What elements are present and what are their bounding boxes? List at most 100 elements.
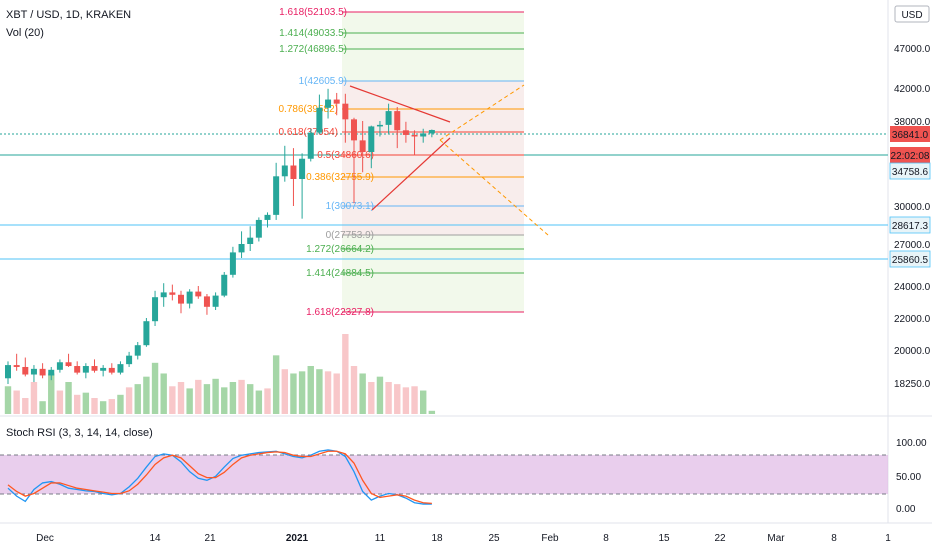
fib-label: 1(42605.9): [299, 76, 347, 87]
candle-body: [74, 366, 81, 373]
projection-down: [439, 139, 549, 236]
price-tick-label: 22000.0: [894, 314, 931, 325]
fib-label: 1.618(52103.5): [279, 7, 347, 18]
projection-up: [439, 84, 525, 141]
price-tag-box: [889, 162, 931, 180]
volume-bars: [4, 334, 436, 414]
candle-body: [143, 321, 150, 346]
time-tick-label: 15: [658, 533, 670, 544]
candle-body: [351, 119, 357, 141]
time-tick-label: 2021: [286, 533, 309, 544]
volume-bar: [394, 384, 401, 414]
candle-body: [82, 366, 89, 373]
volume-bar: [151, 362, 159, 414]
price-tick-label: 38000.0: [894, 117, 931, 128]
candle-body: [307, 132, 314, 159]
price-tick-label: 20000.0: [894, 346, 931, 357]
symbol-title: XBT / USD, 1D, KRAKEN: [6, 9, 131, 21]
candle-body: [229, 252, 236, 275]
time-tick-label: Dec: [36, 533, 54, 544]
candle-body: [152, 297, 159, 322]
volume-bar: [13, 390, 20, 414]
time-tick-label: 22: [714, 533, 726, 544]
volume-bar: [411, 386, 418, 414]
stoch-k-line: [7, 449, 432, 505]
price-tag-box: [890, 126, 930, 142]
volume-bar: [428, 410, 436, 414]
volume-bar: [298, 371, 306, 414]
time-tick-label: 21: [204, 533, 216, 544]
time-tick-label: 11: [375, 533, 386, 544]
triangle-lower-line: [371, 137, 451, 211]
volume-bar: [39, 401, 46, 414]
candle-body: [342, 103, 349, 120]
price-tag-label: 25860.5: [892, 255, 929, 266]
stoch-tick-label: 0.00: [896, 504, 916, 515]
fib-label: 0.786(39582): [279, 104, 339, 115]
currency-label[interactable]: USD: [901, 10, 922, 21]
price-tick-label: 30000.0: [894, 202, 931, 213]
price-tag-box: [889, 250, 931, 268]
candle-body: [255, 219, 262, 238]
candle-body: [281, 165, 288, 177]
volume-bar: [65, 382, 72, 414]
price-tick-label: 18250.0: [894, 379, 931, 390]
candle-body: [385, 111, 392, 125]
candle-body: [325, 99, 332, 108]
candle-body: [316, 107, 323, 133]
volume-bar: [290, 373, 297, 414]
candle-body: [178, 294, 184, 304]
candle-body: [13, 365, 20, 367]
fib-label: 0(27753.9): [326, 230, 374, 241]
candle-body: [169, 292, 176, 295]
fib-label: 1.414(49033.5): [279, 28, 347, 39]
fib-label: 1.272(26664.2): [306, 244, 374, 255]
volume-bar: [281, 369, 288, 414]
currency-box[interactable]: [894, 5, 930, 23]
candle-body: [333, 99, 340, 104]
price-tag-label: 36841.0: [892, 130, 929, 141]
volume-bar: [117, 394, 124, 414]
stoch-tick-label: 50.00: [896, 472, 921, 483]
volume-bar: [99, 401, 107, 414]
candle-body: [203, 296, 210, 307]
candle-body: [30, 368, 37, 375]
volume-bar: [4, 386, 12, 414]
volume-bar: [255, 390, 263, 414]
price-tag-label: 34758.6: [892, 167, 929, 178]
time-tick-label: 1: [885, 533, 891, 544]
price-tick-label: 42000.0: [894, 84, 931, 95]
volume-bar: [264, 388, 271, 414]
fib-label: 0.5(34860.6): [317, 150, 374, 161]
volume-bar: [229, 382, 237, 414]
fib-label: 1.414(24884.5): [306, 268, 374, 279]
candle-body: [402, 130, 409, 135]
volume-bar: [247, 384, 254, 414]
candle-body: [39, 368, 46, 376]
volume-bar: [307, 366, 314, 414]
candle-body: [428, 129, 435, 134]
candle-body: [221, 274, 228, 296]
time-axis[interactable]: Dec 14 21 2021 11 18 25 Feb 8 15 22 Mar 8 1: [36, 533, 891, 544]
volume-bar: [333, 373, 340, 414]
candle-body: [273, 176, 280, 215]
time-tick-label: Mar: [767, 533, 785, 544]
stoch-label: Stoch RSI (3, 3, 14, 14, close): [6, 427, 153, 439]
candle-body: [368, 126, 375, 152]
candle-body: [420, 133, 427, 137]
volume-bar: [195, 379, 202, 414]
fib-label: 0.618(37054): [279, 127, 339, 138]
volume-bar: [420, 390, 427, 414]
candles: [5, 88, 435, 384]
price-tick-label: 27000.0: [894, 240, 931, 251]
candle-body: [290, 165, 297, 179]
triangle-pattern: [349, 84, 549, 236]
candle-body: [108, 367, 115, 373]
fib-label: 1.272(46896.5): [279, 44, 347, 55]
stoch-axis: 100.00 50.00 0.00: [896, 438, 927, 515]
candle-body: [160, 292, 167, 298]
candle-body: [411, 134, 418, 137]
candle-body: [394, 111, 401, 131]
volume-bar: [359, 373, 366, 414]
